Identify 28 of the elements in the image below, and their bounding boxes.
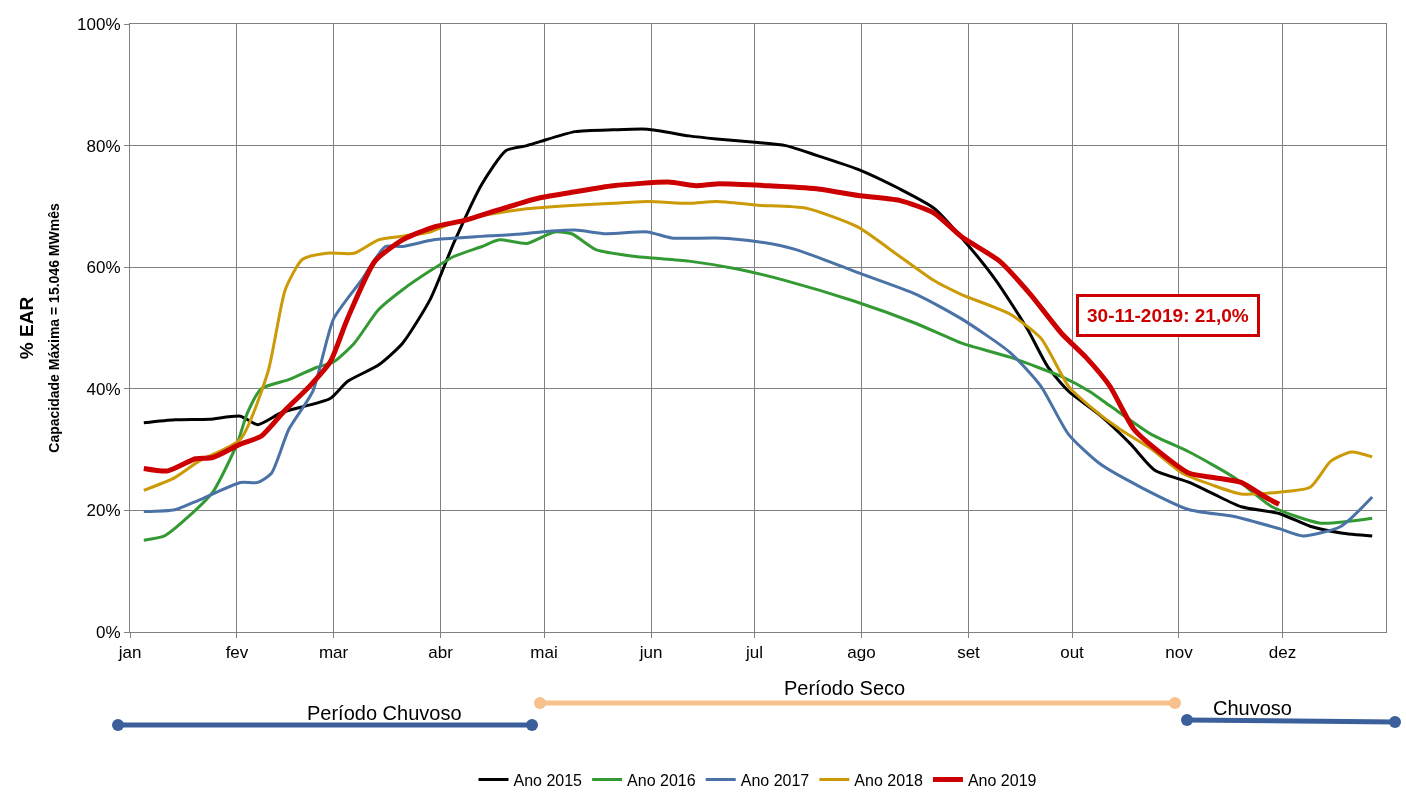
legend-label: Ano 2017 <box>740 771 810 789</box>
y-axis-title: % EAR Capacidade Máxima = 15.046 MWmês <box>15 203 62 453</box>
x-tick-label: abr <box>428 643 454 663</box>
x-tick-label: dez <box>1268 643 1297 663</box>
y-tick-label: 80% <box>86 136 121 156</box>
x-tick-label: jul <box>745 643 764 663</box>
x-tick-label: ago <box>847 643 876 663</box>
annotation: 30-11-2019: 21,0% <box>1087 305 1249 326</box>
x-tick-label: nov <box>1165 643 1194 663</box>
y-tick-label: 60% <box>86 258 121 278</box>
x-tick-label: jan <box>117 643 142 663</box>
legend-label: Ano 2015 <box>513 771 583 789</box>
text: Período Seco <box>784 677 906 699</box>
legend-label: Ano 2019 <box>967 771 1037 789</box>
x-tick-label: set <box>957 643 981 663</box>
x-tick-label: mar <box>318 643 349 663</box>
y-tick-label: 20% <box>86 501 121 521</box>
y-tick-label: 100% <box>77 14 121 34</box>
text: Período Chuvoso <box>307 702 462 724</box>
y-tick-label: 40% <box>86 379 121 399</box>
x-tick-label: out <box>1060 643 1085 663</box>
x-tick-label: jun <box>638 643 663 663</box>
text: Chuvoso <box>1213 697 1292 719</box>
legend-label: Ano 2016 <box>627 771 696 789</box>
x-tick-label: fev <box>225 643 249 663</box>
legend-label: Ano 2018 <box>854 771 923 789</box>
x-tick-label: mai <box>530 643 558 663</box>
y-tick-label: 0% <box>96 622 121 642</box>
